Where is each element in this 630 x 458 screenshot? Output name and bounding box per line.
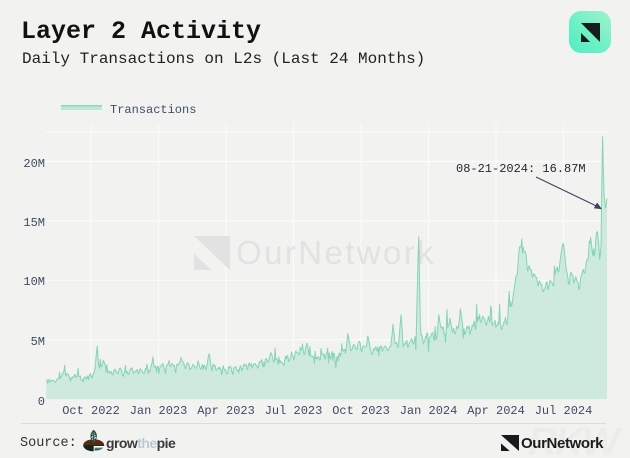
svg-text:OurNetwork: OurNetwork (236, 234, 436, 271)
